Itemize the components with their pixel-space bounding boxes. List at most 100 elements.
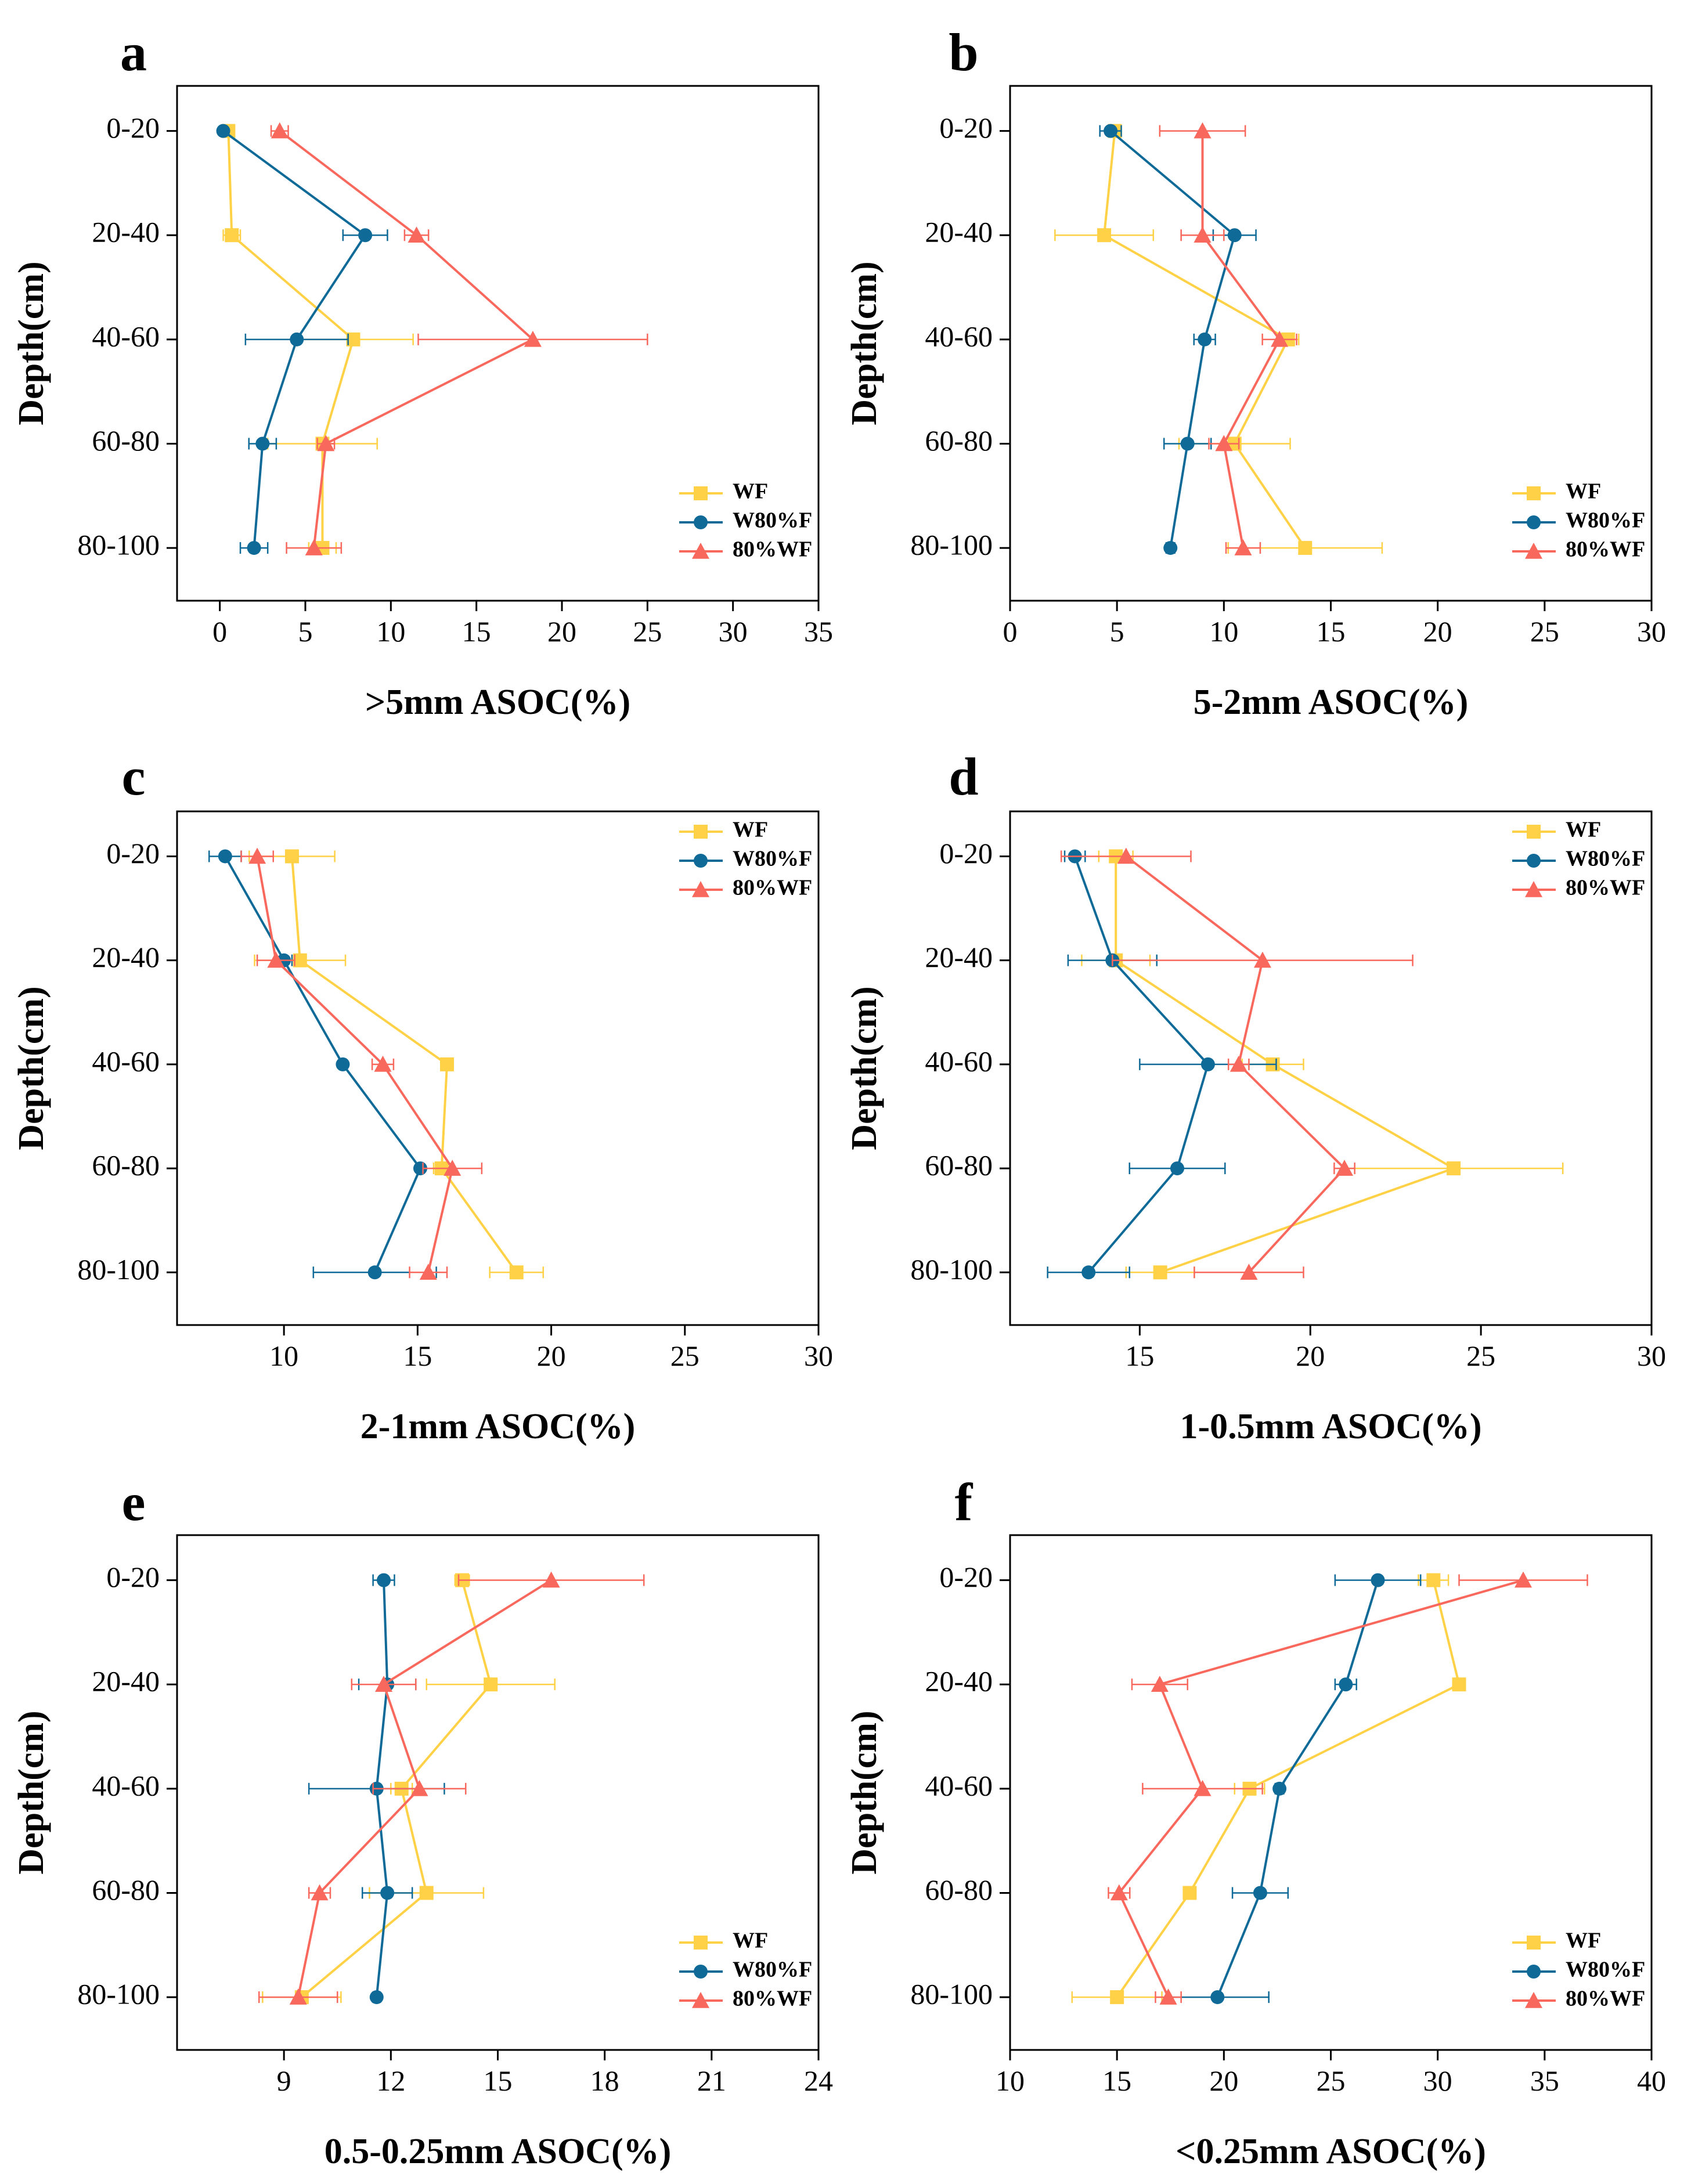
data-point — [374, 1055, 392, 1072]
legend-item-80WF: 80%WF — [1512, 537, 1645, 562]
data-point — [225, 228, 239, 243]
x-axis-title: 1-0.5mm ASOC(%) — [1180, 1407, 1481, 1446]
x-tick-label: 30 — [1637, 615, 1666, 648]
legend-item-W80F: W80%F — [679, 1958, 812, 1982]
x-axis-title: 2-1mm ASOC(%) — [360, 1407, 636, 1446]
data-point — [1194, 1779, 1212, 1796]
x-axis-title: 5-2mm ASOC(%) — [1194, 683, 1469, 722]
chart-panel-e: e 9 12 15 18 21 24 0-20 20-40 40-60 60-80 80-100 0.5… — [12, 1472, 833, 2171]
data-point — [1170, 1161, 1185, 1176]
legend-label: 80%WF — [1566, 876, 1645, 900]
x-tick-label: 15 — [484, 2064, 513, 2097]
data-point — [380, 1886, 395, 1900]
data-point — [1447, 1161, 1461, 1176]
x-tick-label: 18 — [590, 2064, 619, 2097]
x-tick-label: 5 — [298, 615, 313, 648]
data-point — [1515, 1571, 1532, 1588]
y-tick-label: 20-40 — [925, 1665, 993, 1698]
data-point — [419, 1886, 434, 1900]
x-tick-label: 30 — [719, 615, 748, 648]
legend-marker — [694, 486, 708, 500]
legend-item-W80F: W80%F — [1512, 508, 1645, 533]
data-point — [1253, 1886, 1267, 1900]
legend-label: W80%F — [733, 508, 812, 533]
legend: WF W80%F 80%WF — [1512, 1929, 1645, 2011]
x-tick-label: 20 — [547, 615, 576, 648]
y-axis-title: Depth(cm) — [845, 986, 884, 1150]
legend-item-WF: WF — [679, 1929, 768, 1953]
legend-label: 80%WF — [1566, 1987, 1645, 2011]
y-tick-label: 60-80 — [925, 1149, 993, 1182]
x-tick-label: 30 — [804, 1340, 833, 1372]
data-point — [1198, 332, 1212, 346]
legend-item-W80F: W80%F — [1512, 1958, 1645, 1982]
data-point — [1298, 541, 1313, 555]
data-point — [1097, 228, 1112, 243]
plot-frame — [1009, 810, 1653, 1326]
y-tick-label: 60-80 — [92, 424, 160, 457]
x-tick-label: 25 — [670, 1340, 700, 1372]
legend-marker — [692, 543, 709, 559]
series-80WF — [1159, 122, 1297, 555]
series-W80F — [1099, 124, 1257, 555]
legend-item-W80F: W80%F — [1512, 847, 1645, 871]
data-point — [1339, 1677, 1353, 1692]
legend-label: 80%WF — [733, 1987, 812, 2011]
series-80WF — [240, 847, 483, 1280]
y-axis-title: Depth(cm) — [845, 1710, 884, 1874]
y-tick-label: 0-20 — [939, 111, 993, 144]
data-point — [293, 953, 307, 968]
x-tick-label: 24 — [804, 2064, 833, 2097]
legend-label: 80%WF — [733, 537, 812, 562]
data-point — [358, 228, 373, 243]
x-tick-label: 35 — [1530, 2064, 1559, 2097]
x-tick-label: 15 — [1317, 615, 1346, 648]
legend-label: WF — [1566, 1929, 1601, 1953]
x-tick-label: 20 — [1423, 615, 1452, 648]
legend: WF W80%F 80%WF — [679, 479, 812, 562]
y-axis-title: Depth(cm) — [12, 261, 51, 425]
y-tick-label: 80-100 — [77, 1253, 160, 1286]
data-point — [509, 1265, 524, 1280]
panel-letter: a — [120, 23, 147, 82]
x-tick-label: 5 — [1110, 615, 1124, 648]
y-axis-title: Depth(cm) — [12, 986, 51, 1150]
legend-marker — [1527, 1965, 1541, 1979]
data-point — [1151, 1676, 1169, 1692]
x-tick-label: 25 — [1466, 1340, 1495, 1372]
legend-label: W80%F — [1566, 508, 1645, 533]
x-tick-label: 20 — [537, 1340, 566, 1372]
legend-label: W80%F — [733, 1958, 812, 1982]
data-point — [413, 1161, 427, 1176]
data-point — [1159, 1988, 1177, 2005]
legend-marker — [1527, 854, 1541, 868]
legend-marker — [692, 881, 709, 897]
x-tick-label: 15 — [1102, 2064, 1131, 2097]
y-tick-label: 20-40 — [92, 216, 160, 248]
data-point — [369, 1990, 384, 2005]
y-tick-label: 0-20 — [106, 837, 160, 869]
series-W80F — [1047, 849, 1277, 1280]
chart-panel-a: a 0 5 10 15 20 25 30 35 0-20 20-40 40-60 60-80 80-100… — [12, 23, 833, 722]
series-WF — [1054, 124, 1383, 555]
y-axis-title: Depth(cm) — [12, 1710, 51, 1874]
y-tick-label: 60-80 — [92, 1873, 160, 1906]
data-point — [216, 124, 230, 138]
legend-item-80WF: 80%WF — [679, 537, 812, 562]
data-point — [255, 436, 270, 451]
data-point — [444, 1160, 461, 1176]
data-point — [1230, 1055, 1247, 1072]
data-point — [317, 435, 335, 452]
legend: WF W80%F 80%WF — [1512, 818, 1645, 900]
data-point — [367, 1265, 382, 1280]
data-point — [419, 1264, 437, 1280]
data-point — [1153, 1265, 1167, 1280]
data-point — [377, 1573, 391, 1587]
y-tick-label: 40-60 — [92, 1769, 160, 1802]
series-80WF — [1060, 847, 1414, 1280]
legend-item-WF: WF — [1512, 479, 1601, 504]
legend-label: WF — [1566, 818, 1601, 842]
data-point — [1371, 1573, 1385, 1587]
legend-item-80WF: 80%WF — [679, 876, 812, 900]
